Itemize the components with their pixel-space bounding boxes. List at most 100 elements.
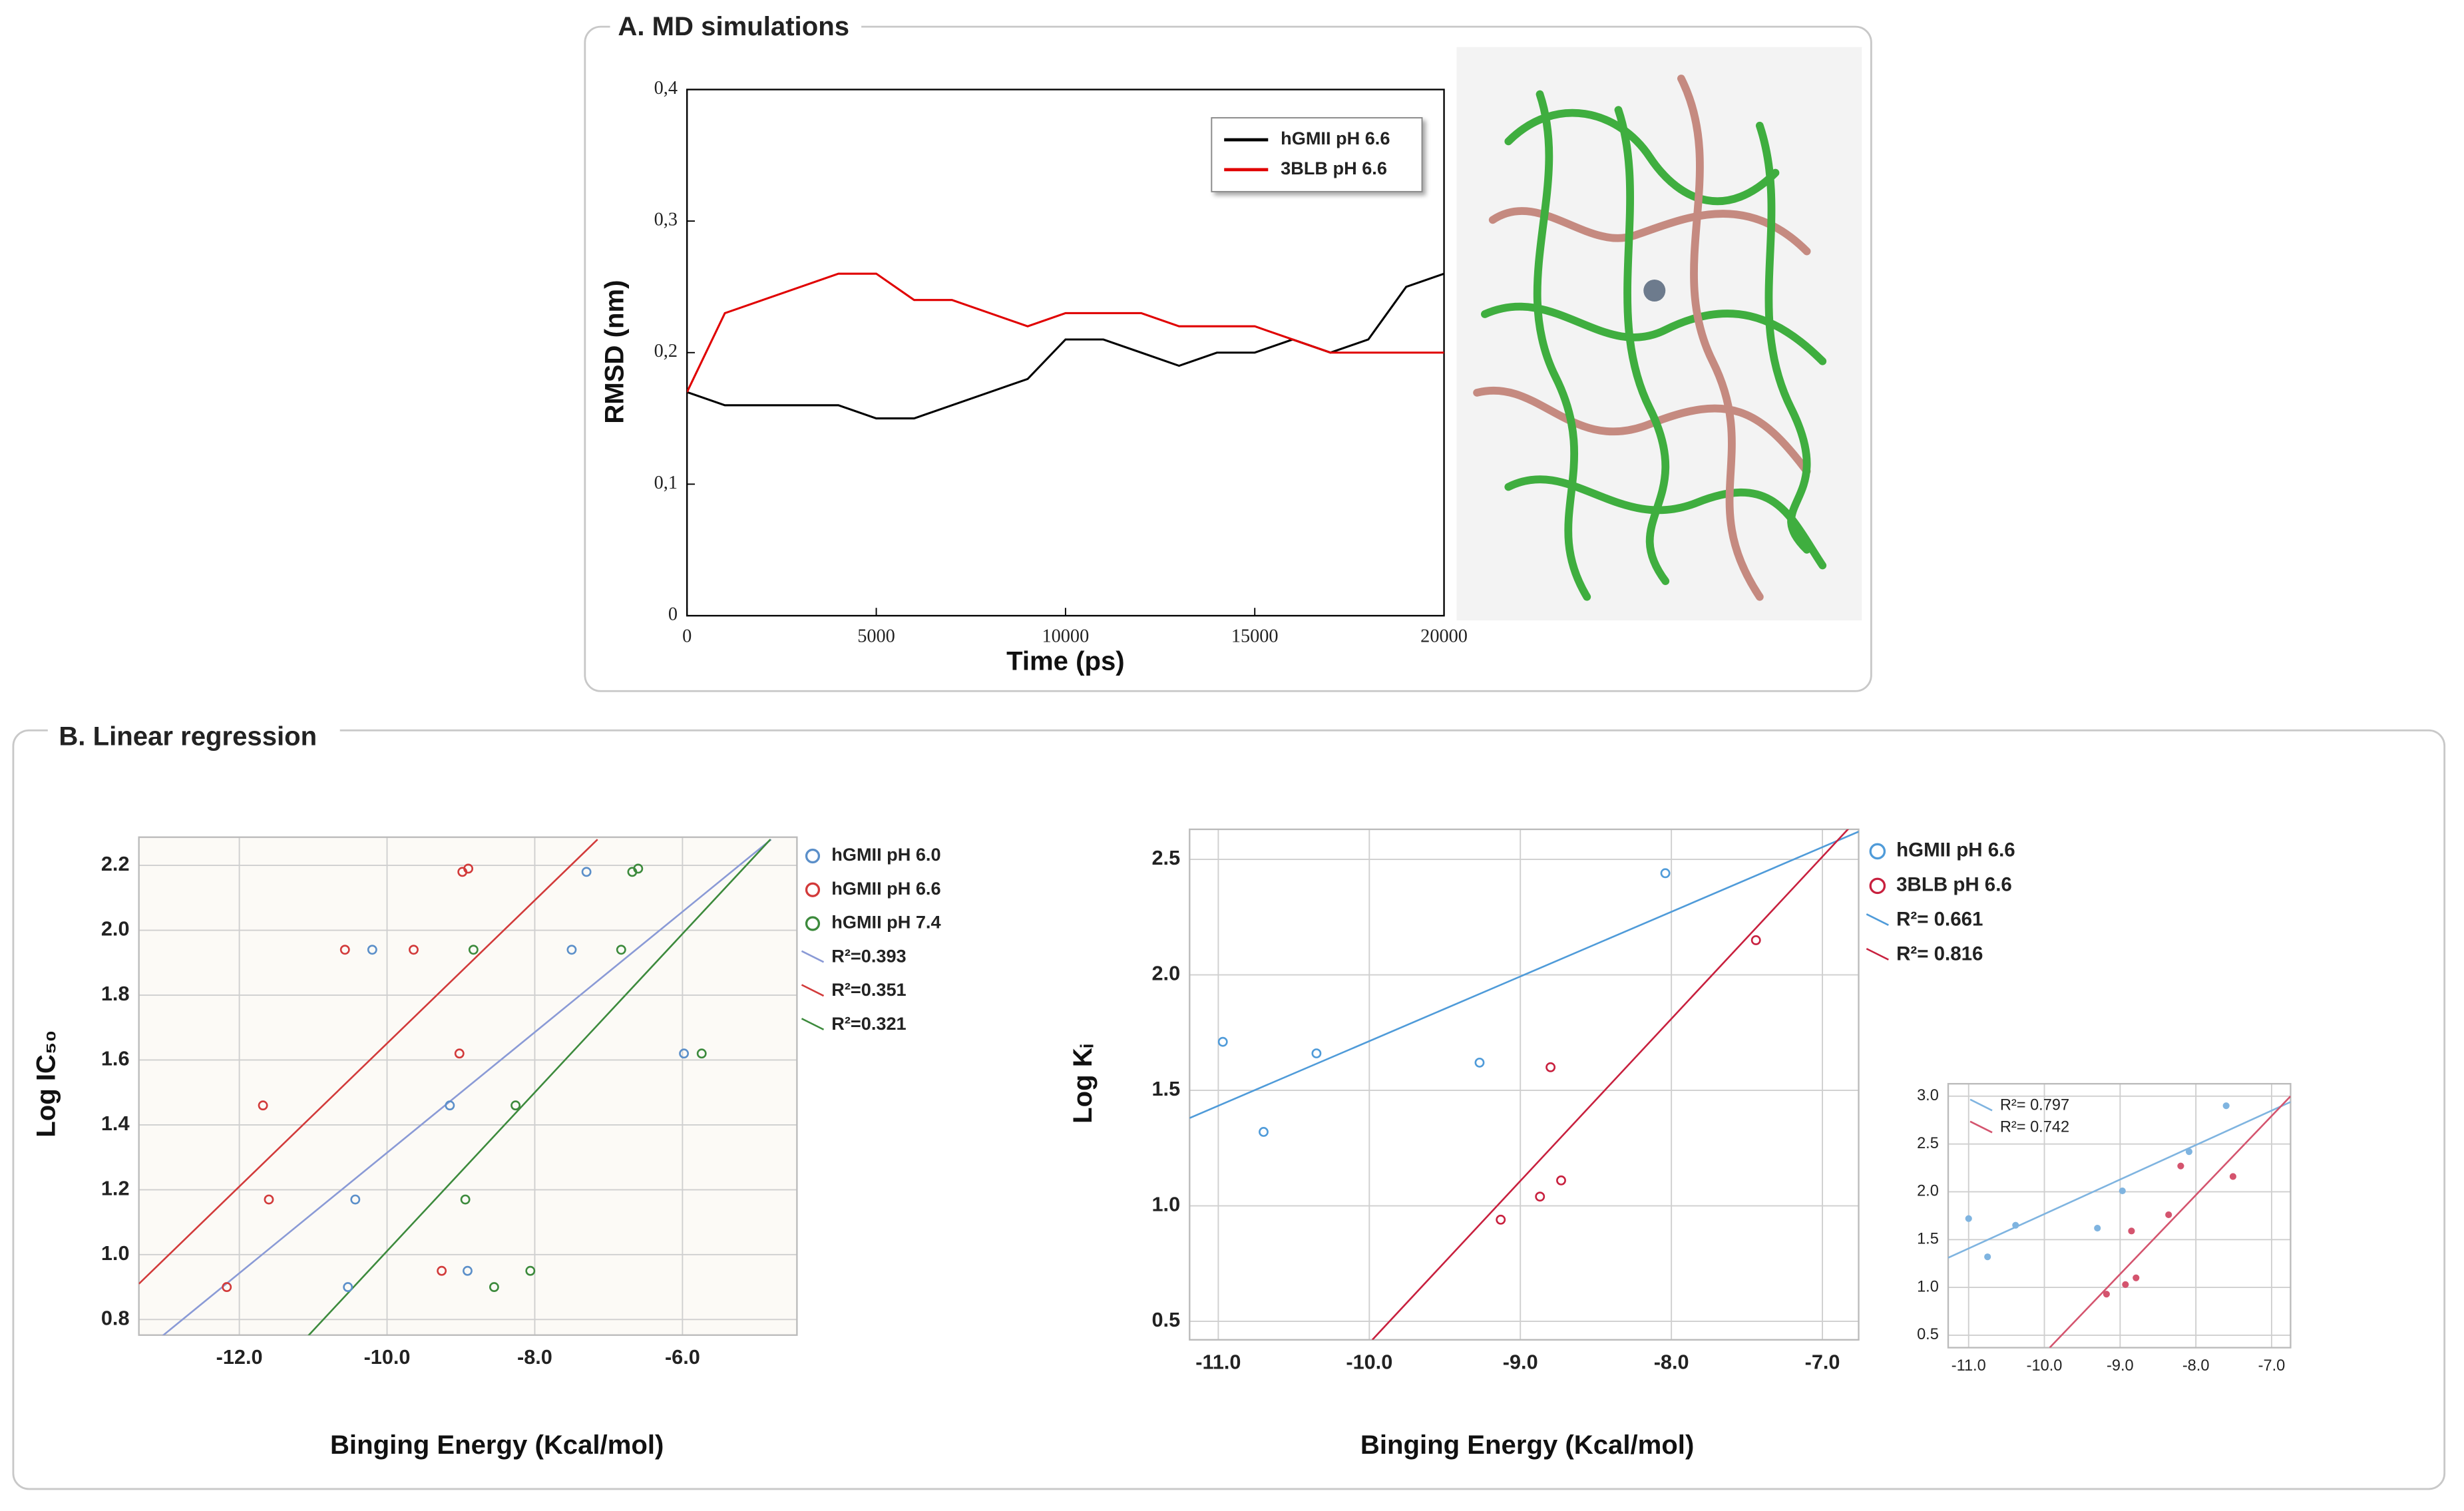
regression-line bbox=[138, 839, 598, 1285]
point bbox=[633, 863, 644, 874]
x-tick-label: -6.0 bbox=[665, 1346, 700, 1369]
legend-swatch bbox=[1869, 843, 1886, 860]
point bbox=[616, 945, 626, 955]
title-mask bbox=[47, 716, 340, 748]
plot-marks bbox=[1948, 1095, 2291, 1348]
y-axis-label: RMSD (nm) bbox=[600, 280, 630, 424]
legend-swatch bbox=[801, 1018, 825, 1030]
point bbox=[679, 1048, 690, 1059]
legend-label: hGMII pH 6.6 bbox=[831, 878, 940, 899]
plot-frame bbox=[1947, 1082, 2292, 1349]
legend-label: R²=0.351 bbox=[831, 979, 906, 1000]
point bbox=[2133, 1274, 2140, 1281]
point bbox=[489, 1282, 499, 1293]
y-tick-label: 1.0 bbox=[1917, 1277, 1939, 1295]
legend-label: R²= 0.797 bbox=[2000, 1096, 2069, 1113]
y-tick-label: 0.8 bbox=[101, 1307, 130, 1329]
regression-line bbox=[162, 839, 772, 1335]
x-tick-label: -8.0 bbox=[517, 1346, 552, 1369]
y-tick-label: 2.0 bbox=[1917, 1182, 1939, 1199]
x-tick-label: 20000 bbox=[1420, 626, 1468, 647]
y-tick-label: 1.0 bbox=[1152, 1193, 1181, 1216]
y-tick-label: 2.5 bbox=[1152, 847, 1181, 869]
point bbox=[1750, 935, 1761, 945]
point bbox=[1545, 1062, 1556, 1072]
regression-line bbox=[1948, 1101, 2291, 1259]
point bbox=[460, 1194, 471, 1205]
plot-frame bbox=[138, 836, 798, 1336]
y-tick-label: 0,3 bbox=[654, 210, 678, 230]
legend-label: hGMII pH 6.0 bbox=[831, 844, 940, 865]
y-tick-label: 0.5 bbox=[1917, 1325, 1939, 1343]
point bbox=[2128, 1227, 2135, 1235]
y-tick-label: 1.0 bbox=[101, 1242, 130, 1265]
legend-swatch bbox=[801, 950, 825, 963]
point bbox=[566, 945, 577, 955]
point bbox=[2094, 1224, 2101, 1232]
point bbox=[454, 1048, 465, 1059]
y-tick-label: 1.5 bbox=[1917, 1230, 1939, 1247]
x-tick-label: -8.0 bbox=[2182, 1357, 2210, 1374]
legend-swatch bbox=[801, 984, 825, 997]
y-tick-label: 1.5 bbox=[1152, 1078, 1181, 1100]
point bbox=[339, 945, 350, 955]
legend-label: R²=0.321 bbox=[831, 1013, 906, 1034]
point bbox=[258, 1100, 268, 1111]
y-tick-label: 2.0 bbox=[101, 918, 130, 941]
point bbox=[581, 867, 592, 877]
point bbox=[1496, 1214, 1506, 1225]
point bbox=[367, 945, 377, 955]
x-tick-label: -8.0 bbox=[1654, 1351, 1689, 1373]
y-tick-label: 0,2 bbox=[654, 341, 678, 361]
plot-marks bbox=[1189, 829, 1859, 1340]
point bbox=[525, 1265, 536, 1276]
point bbox=[409, 945, 419, 955]
x-tick-label: -10.0 bbox=[1346, 1351, 1392, 1373]
y-tick-label: 0,4 bbox=[654, 78, 678, 99]
x-tick-label: -7.0 bbox=[2258, 1357, 2286, 1374]
title-mask bbox=[610, 12, 862, 45]
y-tick-label: 2.0 bbox=[1152, 963, 1181, 985]
point bbox=[1556, 1175, 1566, 1186]
point bbox=[2012, 1221, 2019, 1229]
y-tick-label: 3.0 bbox=[1917, 1086, 1939, 1104]
legend-label: 3BLB pH 6.6 bbox=[1281, 158, 1387, 178]
point bbox=[1984, 1253, 1991, 1261]
x-tick-label: -10.0 bbox=[364, 1346, 411, 1369]
chart: -11.0 -10.0 -9.0 -8.0 -7.0 0.5 1.0 1.5 2.0 2.5 Bin… bbox=[1068, 828, 2015, 1460]
x-tick-label: 10000 bbox=[1042, 626, 1090, 647]
point bbox=[222, 1282, 232, 1293]
y-tick-label: 1.4 bbox=[101, 1112, 130, 1135]
point bbox=[463, 863, 474, 874]
x-tick-label: -9.0 bbox=[2107, 1357, 2134, 1374]
point bbox=[2185, 1148, 2192, 1156]
legend-swatch bbox=[805, 882, 821, 897]
y-tick-label: 0.5 bbox=[1152, 1309, 1181, 1331]
x-tick-label: 0 bbox=[682, 626, 692, 647]
y-tick-label: 0 bbox=[668, 604, 678, 624]
regression-line bbox=[1371, 829, 1850, 1340]
point bbox=[2177, 1162, 2184, 1170]
panel-title: A. MD simulations bbox=[618, 12, 849, 41]
point bbox=[2229, 1173, 2236, 1180]
legend-swatch bbox=[1969, 1120, 1993, 1134]
legend-label: hGMII pH 7.4 bbox=[831, 912, 940, 933]
y-tick-label: 1.2 bbox=[101, 1178, 130, 1200]
point bbox=[2119, 1187, 2126, 1195]
legend-swatch bbox=[805, 848, 821, 864]
legend-label: R²= 0.816 bbox=[1896, 943, 1983, 965]
point bbox=[350, 1194, 361, 1205]
plot-frame bbox=[1189, 828, 1860, 1341]
y-tick-label: 2.2 bbox=[101, 853, 130, 875]
point bbox=[1660, 868, 1671, 879]
x-axis-label: Time (ps) bbox=[1006, 646, 1125, 676]
chart: -11.0 -10.0 -9.0 -8.0 -7.0 0.5 1.0 1.5 2.0 2.5 3.0… bbox=[1917, 1082, 2292, 1374]
regression-line bbox=[2049, 1095, 2291, 1348]
protein-structure bbox=[1456, 47, 1862, 621]
y-axis-label: Log IC₅₀ bbox=[31, 1030, 61, 1138]
point bbox=[437, 1265, 447, 1276]
x-tick-label: -9.0 bbox=[1503, 1351, 1538, 1373]
legend-label: R²=0.393 bbox=[831, 945, 906, 966]
x-tick-label: 15000 bbox=[1231, 626, 1279, 647]
